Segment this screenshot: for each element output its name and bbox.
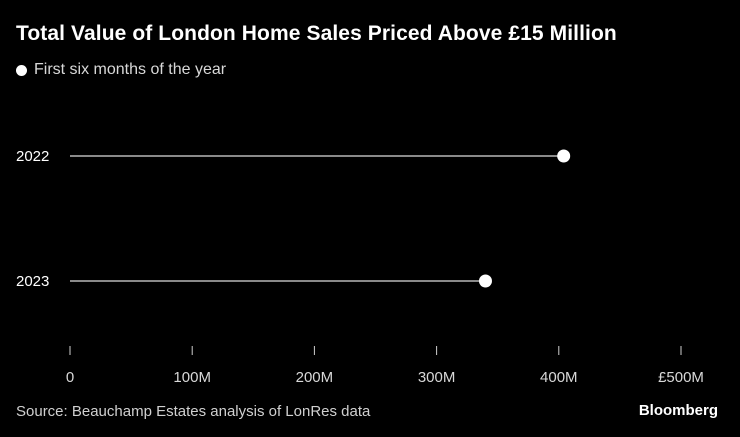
x-tick-label: 200M [296, 369, 334, 386]
legend: First six months of the year [16, 61, 226, 79]
legend-dot-icon [16, 64, 27, 76]
value-dot [557, 149, 571, 163]
x-tick-label: £500M [658, 369, 704, 386]
value-dot [478, 274, 492, 288]
x-tick-label: 300M [418, 369, 456, 386]
x-tick-label: 400M [540, 369, 578, 386]
x-tick-label: 100M [173, 369, 211, 386]
source-note: Source: Beauchamp Estates analysis of Lo… [16, 403, 371, 420]
category-label: 2022 [16, 148, 49, 165]
chart-title: Total Value of London Home Sales Priced … [16, 22, 617, 45]
x-tick-label: 0 [66, 369, 74, 386]
legend-label: First six months of the year [34, 61, 227, 78]
bloomberg-logo: Bloomberg [638, 402, 718, 419]
category-label: 2023 [16, 273, 49, 290]
